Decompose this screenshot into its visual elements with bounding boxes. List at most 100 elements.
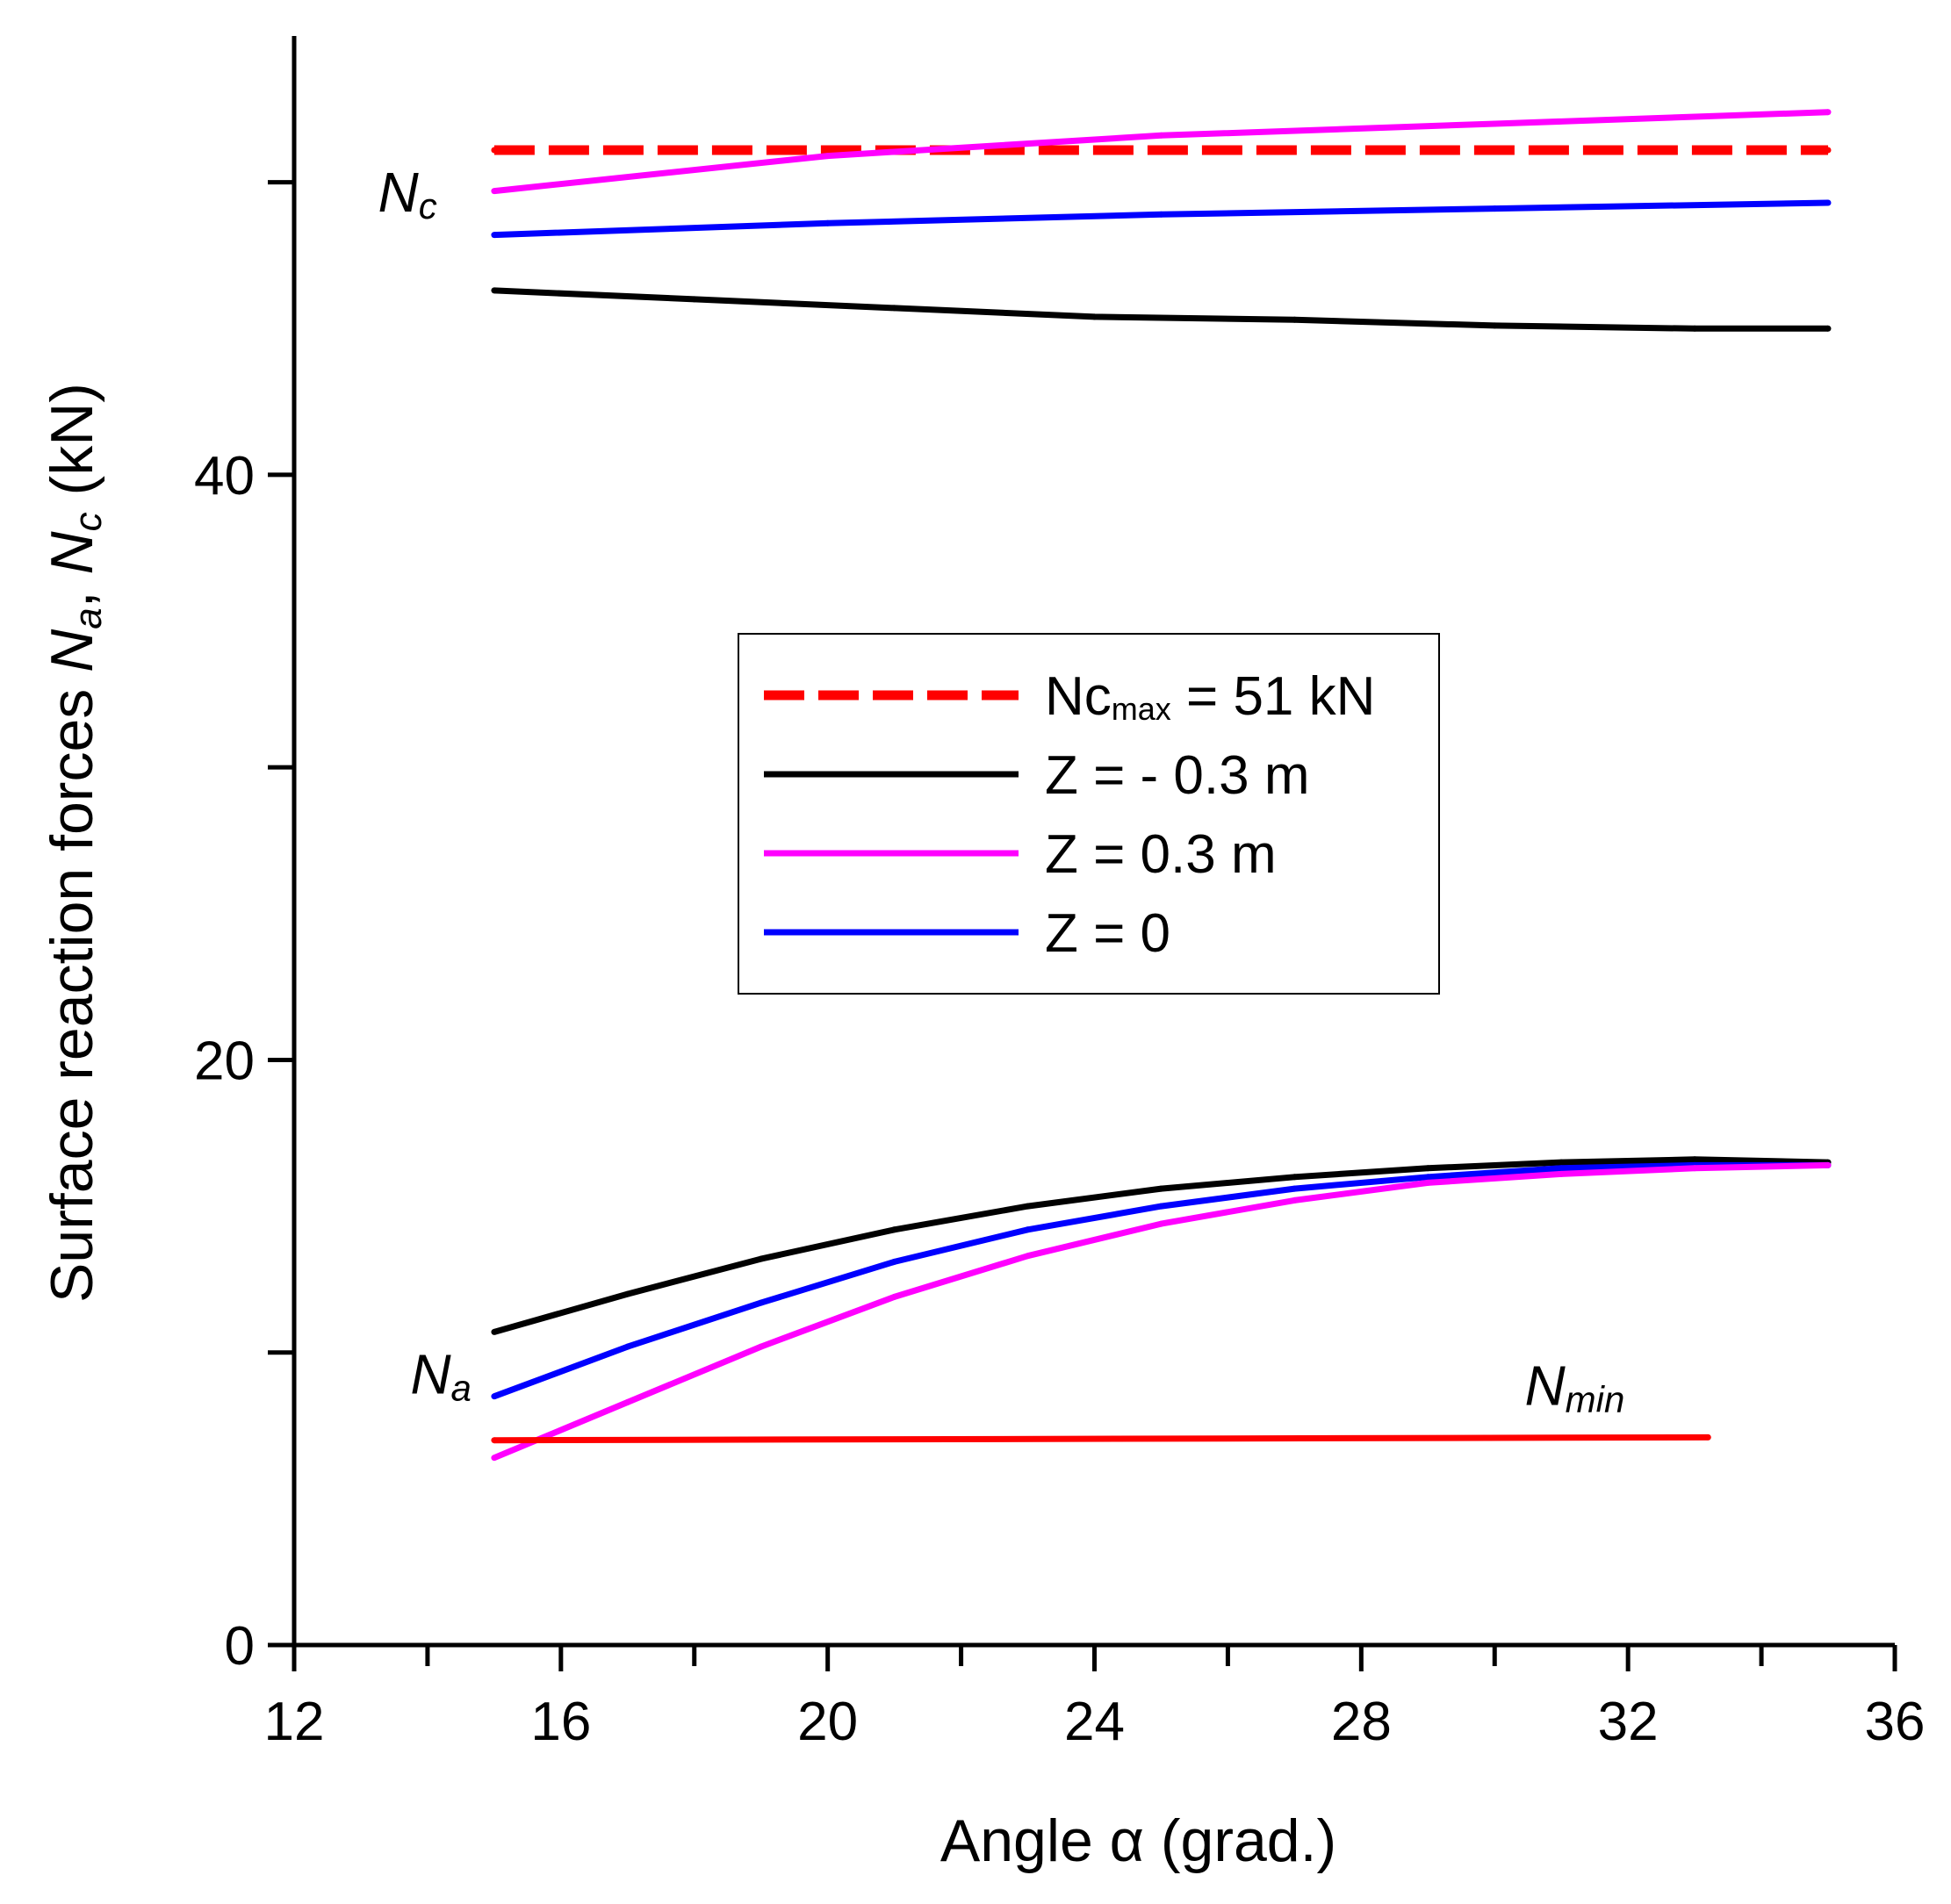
data-point-z_neg_na-2	[758, 1255, 765, 1262]
legend-label-z_zero_nc: Z = 0	[1045, 903, 1170, 964]
legend-label-z_pos_nc-main: Z = 0.3 m	[1045, 824, 1277, 885]
series-line-z_neg_nc	[493, 287, 1828, 332]
x-tick-label-20: 20	[797, 1692, 858, 1752]
data-point-z_pos_na-4	[1025, 1253, 1031, 1260]
series-line-z_zero_na	[493, 1161, 1828, 1399]
y-title-s2: c	[67, 512, 110, 531]
y-title-s1: a	[67, 607, 110, 629]
data-point-z_zero_na-2	[758, 1299, 765, 1306]
data-point-z_zero_na-5	[1158, 1203, 1164, 1210]
legend-label-ncmax-main: Nc	[1045, 666, 1112, 727]
x-tick-label-28: 28	[1331, 1692, 1392, 1752]
data-point-z_zero_na-3	[891, 1258, 898, 1265]
annotation-na-main: N	[410, 1342, 451, 1405]
legend-label-z_neg_nc-main: Z = - 0.3 m	[1045, 745, 1309, 806]
data-point-z_neg_nc-6	[1691, 325, 1698, 332]
data-point-z_pos_na-3	[891, 1293, 898, 1300]
data-point-z_neg_nc-0	[491, 287, 498, 294]
legend-entries: Ncmax = 51 kN Z = - 0.3 m Z = 0.3 m Z = 0	[764, 666, 1375, 964]
series-line-z_neg_na	[493, 1156, 1829, 1335]
annotation-nc-sub: c	[419, 185, 437, 226]
legend-label-z_zero_nc-main: Z = 0	[1045, 903, 1170, 964]
data-point-z_zero_na-1	[624, 1343, 631, 1350]
annotation-na-sub: a	[451, 1367, 472, 1408]
x-tick-label-24: 24	[1064, 1692, 1125, 1752]
annotation-nc-main: N	[378, 161, 420, 224]
data-point-z_zero_nc-1	[824, 219, 832, 226]
legend: Ncmax = 51 kN Z = - 0.3 m Z = 0.3 m Z = 0	[738, 633, 1440, 995]
series-line-nmin	[493, 1433, 1709, 1444]
data-point-z_neg_na-9	[1691, 1156, 1698, 1163]
data-point-z_pos_nc-4	[1825, 109, 1832, 116]
y-tick-label-0: 0	[225, 1616, 255, 1677]
data-point-z_zero_na-4	[1025, 1226, 1031, 1233]
ticks: 12 16 20 24 28 32 36 0 20 40	[194, 180, 1926, 1752]
axes	[268, 36, 1895, 1671]
data-point-ncmax-1	[1825, 147, 1832, 154]
y-tick-label-20: 20	[194, 1031, 255, 1091]
annotation-nmin-main: N	[1524, 1354, 1566, 1418]
data-point-z_zero_na-6	[1291, 1185, 1298, 1192]
data-point-z_pos_nc-3	[1491, 120, 1498, 127]
data-point-z_neg_na-1	[624, 1290, 631, 1297]
y-title-n2: N	[39, 530, 105, 574]
series-group	[491, 109, 1832, 1462]
data-point-z_pos_na-10	[1825, 1161, 1832, 1168]
y-tick-label-40: 40	[194, 446, 255, 507]
data-point-z_zero_na-0	[491, 1393, 498, 1400]
data-point-z_zero_nc-3	[1491, 205, 1498, 212]
data-point-z_pos_nc-0	[491, 188, 498, 195]
data-point-ncmax-0	[491, 147, 498, 154]
data-point-z_pos_na-7	[1424, 1179, 1431, 1186]
y-title-n1: N	[39, 629, 105, 672]
data-point-z_pos_na-0	[491, 1455, 498, 1462]
data-point-z_zero_nc-2	[1158, 211, 1164, 218]
y-title-prefix: Surface reaction forces	[39, 672, 105, 1303]
x-tick-label-32: 32	[1598, 1692, 1659, 1752]
data-point-z_pos_na-9	[1691, 1165, 1698, 1172]
data-point-z_pos_na-2	[758, 1343, 765, 1350]
data-point-z_neg_na-6	[1291, 1174, 1298, 1181]
data-point-z_neg_nc-4	[1291, 316, 1298, 323]
legend-label-z_neg_nc: Z = - 0.3 m	[1045, 745, 1309, 806]
legend-label-ncmax: Ncmax = 51 kN	[1045, 666, 1375, 727]
series-line-z_zero_nc	[493, 199, 1829, 239]
data-point-z_neg_nc-3	[1091, 313, 1098, 320]
annotation-nc: Nc	[378, 161, 437, 226]
legend-label-z_pos_nc: Z = 0.3 m	[1045, 824, 1277, 885]
data-point-z_neg_na-8	[1558, 1159, 1565, 1166]
legend-label-ncmax-sub: max	[1112, 691, 1171, 727]
data-point-z_pos_na-8	[1558, 1170, 1565, 1177]
y-title-sep: ,	[39, 574, 105, 607]
data-point-z_zero_nc-4	[1825, 199, 1832, 206]
legend-label-ncmax-rest: = 51 kN	[1171, 666, 1376, 727]
data-point-z_neg_nc-2	[891, 305, 898, 312]
data-point-z_pos_na-1	[624, 1398, 631, 1405]
data-point-z_pos_na-5	[1158, 1220, 1164, 1227]
data-point-z_pos_na-6	[1291, 1196, 1298, 1203]
data-point-z_zero_na-7	[1424, 1174, 1431, 1181]
data-point-nmin-1	[1704, 1433, 1711, 1441]
data-point-z_pos_nc-2	[1158, 132, 1164, 139]
data-point-z_neg_na-4	[1025, 1203, 1031, 1210]
annotation-nmin-sub: min	[1566, 1379, 1625, 1420]
data-point-z_zero_na-8	[1558, 1165, 1565, 1172]
data-point-z_neg_na-7	[1424, 1165, 1431, 1172]
x-tick-label-36: 36	[1865, 1692, 1926, 1752]
data-point-z_zero_nc-0	[491, 232, 498, 239]
x-tick-label-16: 16	[530, 1692, 591, 1752]
data-point-z_neg_na-3	[891, 1226, 898, 1233]
data-point-z_neg_nc-1	[691, 296, 698, 303]
y-title-suffix: (kN)	[39, 383, 105, 512]
data-point-nmin-0	[491, 1437, 498, 1444]
data-point-z_neg_na-5	[1158, 1185, 1164, 1192]
annotation-na: Na	[410, 1342, 472, 1408]
data-point-z_neg_nc-5	[1491, 322, 1498, 329]
x-axis-title: Angle α (grad.)	[940, 1807, 1336, 1874]
y-axis-title: Surface reaction forces Na, Nc (kN)	[39, 383, 110, 1303]
data-point-z_neg_na-0	[491, 1328, 498, 1335]
data-point-z_pos_nc-1	[824, 153, 832, 160]
annotation-nmin: Nmin	[1524, 1354, 1624, 1420]
